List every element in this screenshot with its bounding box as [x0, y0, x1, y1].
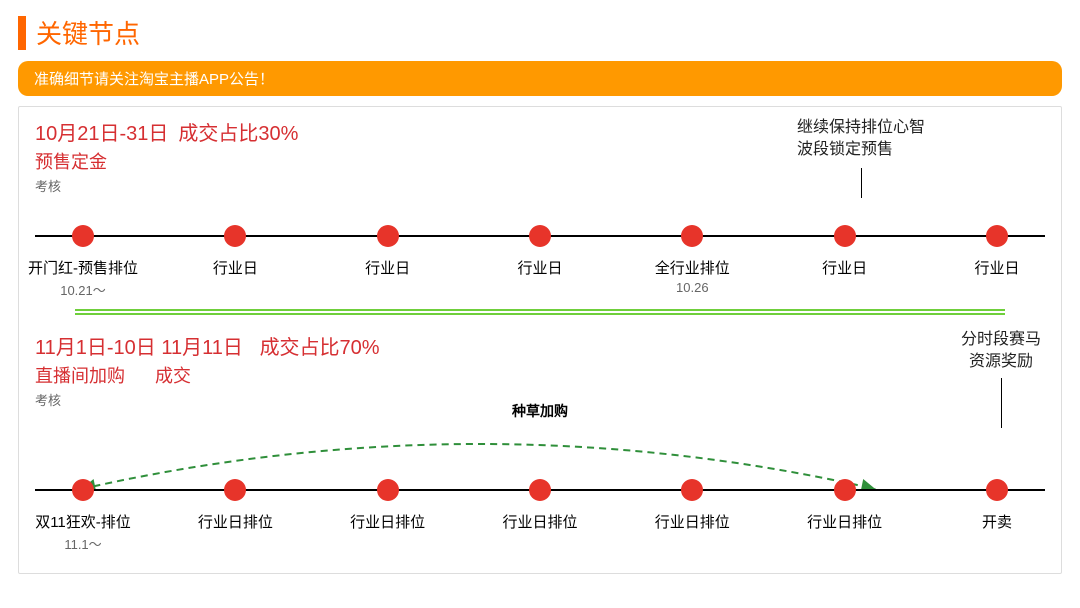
- period1-node: 开门红-预售排位10.21～: [35, 225, 131, 299]
- period2-node-label: 行业日排位: [502, 511, 577, 532]
- period1-node-label: 行业日: [974, 257, 1019, 278]
- period2-sub-red2: 成交: [155, 362, 191, 388]
- period2-right-note: 分时段赛马 资源奖励: [961, 329, 1041, 374]
- period1-node-label: 开门红-预售排位: [28, 257, 138, 278]
- period1-node-label: 行业日: [517, 257, 562, 278]
- timeline-dot-icon: [529, 225, 551, 247]
- timeline-dot-icon: [377, 225, 399, 247]
- period1-ratio: 成交占比30%: [178, 123, 298, 145]
- period1-node: 行业日: [797, 225, 893, 299]
- period1-node-label: 行业日: [365, 257, 410, 278]
- period2-right-note-l1: 分时段赛马: [961, 329, 1041, 351]
- divider-rule: [75, 309, 1005, 315]
- period2-node: 行业日排位: [644, 479, 740, 553]
- period2-right-note-l2: 资源奖励: [961, 351, 1041, 373]
- period2-dates1: 11月1日-10日: [35, 337, 156, 359]
- period2-node: 开卖: [949, 479, 1045, 553]
- period1-node: 行业日: [949, 225, 1045, 299]
- curve-label: 种草加购: [512, 401, 568, 421]
- period1-small: 考核: [35, 176, 1045, 195]
- period2-node-label: 行业日排位: [807, 511, 882, 532]
- period2-sub-red1: 直播间加购: [35, 366, 125, 386]
- period2-node-label: 行业日排位: [655, 511, 730, 532]
- header-accent-bar: [18, 16, 26, 50]
- period1-node-label: 全行业排位: [655, 257, 730, 278]
- period1-node-sub: 10.21～: [60, 280, 106, 299]
- timeline-panel: 10月21日-31日成交占比30% 预售定金 考核 继续保持排位心智 波段锁定预…: [18, 106, 1062, 574]
- period2-node: 行业日排位: [492, 479, 588, 553]
- timeline-dot-icon: [224, 479, 246, 501]
- period2-header: 11月1日-10日 11月11日 成交占比70% 直播间加购成交 考核 分时段赛…: [35, 331, 1045, 409]
- timeline-dot-icon: [986, 225, 1008, 247]
- timeline-dot-icon: [681, 225, 703, 247]
- period1-timeline: 开门红-预售排位10.21～ 行业日 行业日 行业日 全行业排位 10.26 行业日 行业日: [35, 225, 1045, 305]
- period2-node-label: 行业日排位: [198, 511, 273, 532]
- period1-nodes: 开门红-预售排位10.21～ 行业日 行业日 行业日 全行业排位 10.26 行业日 行业日: [35, 225, 1045, 299]
- period1-node: 行业日: [340, 225, 436, 299]
- timeline-dot-icon: [72, 225, 94, 247]
- period2-timeline: 双11狂欢-排位 11.1～ 行业日排位 行业日排位 行业日排位 行业日排位 行业日排位 开卖: [35, 479, 1045, 559]
- period2-nodes: 双11狂欢-排位 11.1～ 行业日排位 行业日排位 行业日排位 行业日排位 行业日排位 开卖: [35, 479, 1045, 553]
- period1-node-label: 行业日: [213, 257, 258, 278]
- period1-node: 行业日: [187, 225, 283, 299]
- period2-subtitle: 直播间加购 成交: [35, 362, 1045, 388]
- period2-node: 行业日排位: [797, 479, 893, 553]
- timeline-dot-icon: [986, 479, 1008, 501]
- period1-top-note-l2: 波段锁定预售: [797, 139, 925, 161]
- timeline-dot-icon: [224, 225, 246, 247]
- page-title: 关键节点: [36, 14, 140, 51]
- period2-node-label: 双11狂欢-排位: [35, 511, 131, 532]
- notice-banner: 准确细节请关注淘宝主播APP公告！: [18, 61, 1062, 96]
- page-header: 关键节点: [18, 14, 1062, 51]
- period2-dates2: 11月11日: [161, 337, 243, 359]
- period2-title: 11月1日-10日 11月11日 成交占比70%: [35, 331, 1045, 360]
- period1-sub-red: 预售定金: [35, 152, 107, 172]
- timeline-dot-icon: [681, 479, 703, 501]
- period1-node: 行业日: [492, 225, 588, 299]
- period2-node-sub: 11.1～: [64, 534, 101, 553]
- period2-node: 行业日排位: [187, 479, 283, 553]
- period2-node: 行业日排位: [340, 479, 436, 553]
- period1-node-label: 行业日: [822, 257, 867, 278]
- timeline-dot-icon: [72, 479, 94, 501]
- period1-top-note: 继续保持排位心智 波段锁定预售: [797, 117, 925, 162]
- period2-node-label: 开卖: [982, 511, 1012, 532]
- timeline-dot-icon: [529, 479, 551, 501]
- period1-header: 10月21日-31日成交占比30% 预售定金 考核 继续保持排位心智 波段锁定预…: [35, 117, 1045, 195]
- period1-dates: 10月21日-31日: [35, 123, 168, 145]
- notice-text: 准确细节请关注淘宝主播APP公告！: [34, 71, 274, 88]
- period2-node-label: 行业日排位: [350, 511, 425, 532]
- period1-node-sub: 10.26: [676, 280, 709, 295]
- period2-ratio: 成交占比70%: [260, 337, 380, 359]
- period2-node: 双11狂欢-排位 11.1～: [35, 479, 131, 553]
- period1-top-note-l1: 继续保持排位心智: [797, 117, 925, 139]
- timeline-dot-icon: [834, 479, 856, 501]
- timeline-dot-icon: [834, 225, 856, 247]
- period1-top-note-tick: [861, 168, 862, 198]
- timeline-dot-icon: [377, 479, 399, 501]
- period1-node: 全行业排位 10.26: [644, 225, 740, 299]
